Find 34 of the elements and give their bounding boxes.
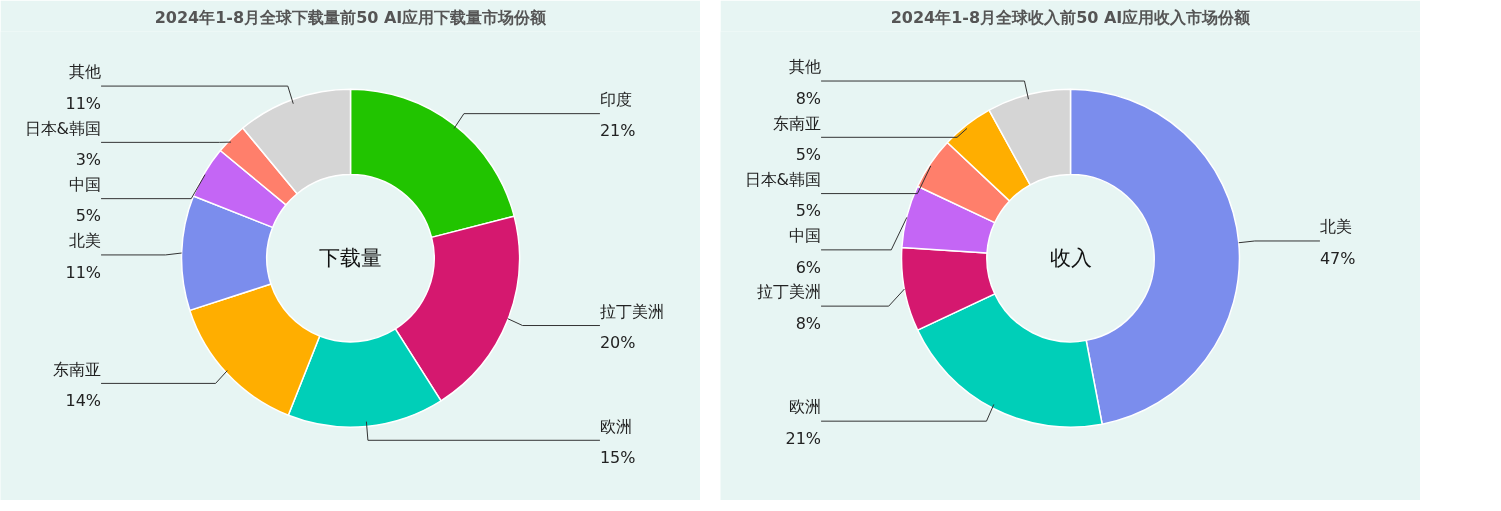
slice-label: 其他: [69, 62, 102, 82]
data-label: 11%: [65, 93, 102, 113]
data-label: 21%: [785, 428, 822, 448]
slice-label: 北美: [69, 231, 102, 251]
slice-label: 北美: [1319, 217, 1352, 237]
chart-title: 2024年1-8月全球下载量前50 AI应用下载量市场份额: [154, 7, 548, 27]
data-label: 47%: [1319, 248, 1356, 268]
slice-label: 拉丁美洲: [757, 282, 822, 302]
data-label: 6%: [795, 257, 822, 277]
slice-label: 印度: [599, 89, 632, 109]
data-label: 20%: [599, 333, 636, 353]
slice-label: 东南亚: [773, 113, 822, 133]
data-label: 8%: [795, 88, 822, 108]
data-label: 21%: [599, 121, 636, 141]
data-label: 14%: [65, 391, 102, 411]
data-label: 15%: [599, 448, 636, 468]
slice-label: 日本&韩国: [24, 118, 102, 138]
text: 下载量: [319, 246, 382, 271]
chart-title: 2024年1-8月全球收入前50 AI应用收入市场份额: [890, 7, 1252, 27]
slice-label: 中国: [789, 226, 822, 246]
data-label: 5%: [75, 206, 102, 226]
slice-label: 日本&韩国: [744, 169, 822, 189]
slice-label: 东南亚: [53, 359, 102, 379]
slice-label: 拉丁美洲: [599, 301, 664, 321]
data-label: 5%: [795, 201, 822, 221]
data-label: 3%: [75, 150, 102, 170]
slice-label: 其他: [789, 57, 822, 77]
data-label: 8%: [795, 313, 822, 333]
text: 收入: [1049, 246, 1092, 271]
slice-label: 中国: [69, 174, 102, 194]
slice-label: 欧洲: [789, 397, 822, 417]
data-label: 11%: [65, 262, 102, 282]
data-label: 5%: [795, 145, 822, 165]
slice-label: 欧洲: [599, 416, 632, 436]
